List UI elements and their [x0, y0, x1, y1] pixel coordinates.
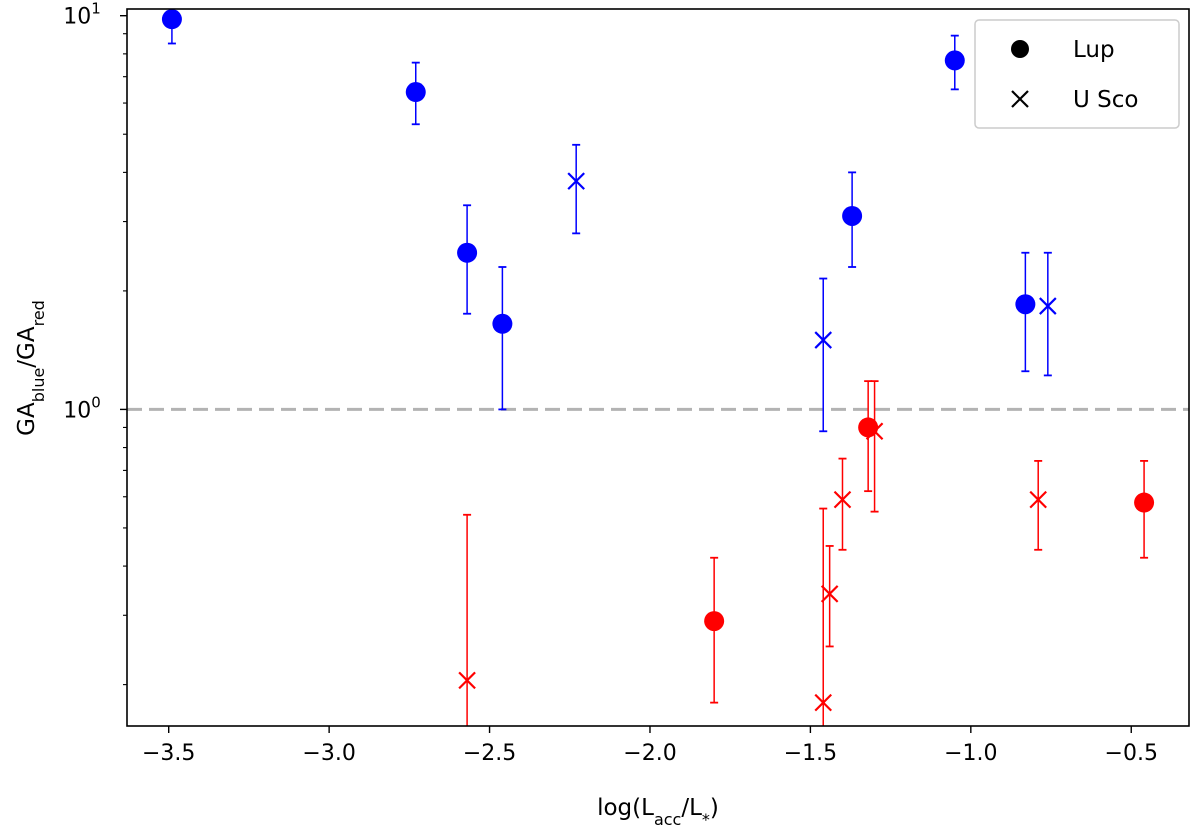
data-point-circle — [1134, 492, 1155, 513]
data-point-x — [814, 693, 833, 712]
data-point-circle — [161, 9, 182, 30]
legend: Lup U Sco — [974, 19, 1180, 129]
data-point-circle — [858, 417, 879, 438]
data-point-x — [1039, 297, 1057, 315]
data-point-circle — [1015, 294, 1036, 315]
y-tick-label: 100 — [63, 393, 101, 423]
y-axis-label: GAblue/GAred — [14, 300, 48, 436]
legend-label-lup: Lup — [1073, 37, 1115, 63]
plot-area — [127, 9, 1189, 726]
data-point-circle — [842, 205, 863, 226]
data-markers — [161, 9, 1155, 712]
x-axis-ticks: −3.5 −3.0 −2.5 −2.0 −1.5 −1.0 −0.5 — [142, 726, 1158, 766]
y-axis-ticks: 100 101 — [63, 0, 127, 686]
data-point-circle — [457, 242, 478, 263]
data-point-x — [567, 172, 585, 190]
data-point-x — [1029, 490, 1047, 509]
data-point-x — [814, 331, 833, 349]
data-point-circle — [704, 611, 725, 632]
x-axis-label: log(Lacc/L*) — [597, 795, 719, 829]
legend-x-marker — [1011, 90, 1029, 108]
data-point-x — [833, 490, 852, 509]
data-point-x — [820, 585, 839, 603]
data-point-circle — [405, 82, 426, 103]
x-tick-label: −1.0 — [944, 741, 997, 766]
legend-label-usco: U Sco — [1073, 87, 1138, 113]
data-point-circle — [944, 50, 965, 71]
x-tick-label: −2.0 — [623, 741, 676, 766]
x-tick-label: −2.5 — [463, 741, 516, 766]
x-tick-label: −1.5 — [784, 741, 837, 766]
legend-circle-marker — [1011, 40, 1029, 58]
data-point-circle — [492, 313, 513, 334]
y-tick-label: 101 — [63, 0, 101, 30]
data-point-x — [865, 422, 884, 441]
x-tick-label: −0.5 — [1105, 741, 1158, 766]
axes-frame — [126, 8, 1190, 727]
x-tick-label: −3.0 — [302, 741, 355, 766]
error-bars — [167, 9, 1149, 726]
data-point-x — [458, 671, 476, 690]
x-tick-label: −3.5 — [142, 741, 195, 766]
